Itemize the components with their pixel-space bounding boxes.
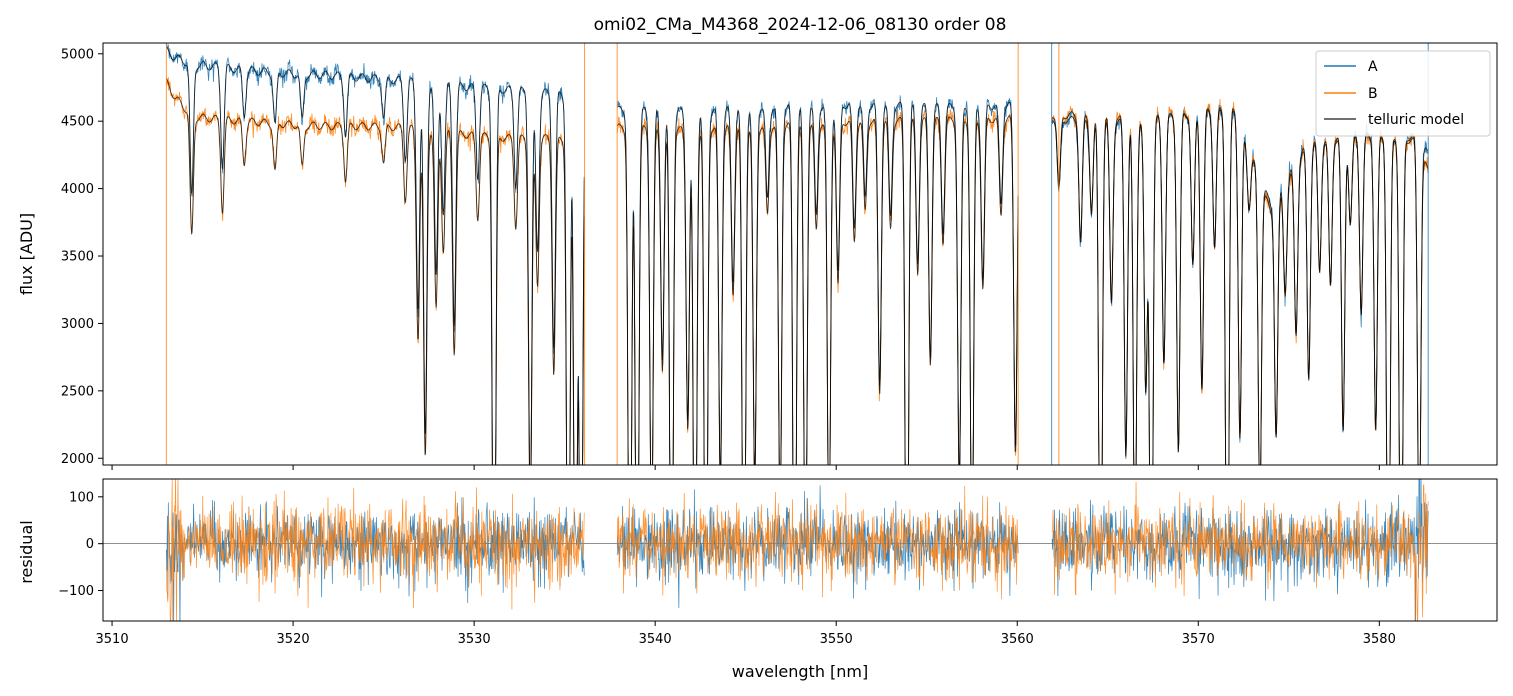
x-axis-label: wavelength [nm] (732, 662, 869, 681)
chart-title: omi02_CMa_M4368_2024-12-06_08130 order 0… (594, 15, 1007, 35)
residual-panel: −100 0 100 3510 3520 3530 3540 3550 3560 3570 358… (17, 478, 1498, 681)
main-y-tick-label: 4500 (61, 115, 94, 130)
residual-x-tick-label: 3550 (820, 632, 853, 647)
legend-label-telluric-model: telluric model (1368, 112, 1464, 128)
residual-x-tick-label: 3530 (458, 632, 491, 647)
residual-y-axis: −100 0 100 (58, 490, 103, 599)
main-x-axis-ticks (111, 465, 1380, 470)
residual-x-tick-label: 3540 (639, 632, 672, 647)
legend: A B telluric model (1315, 50, 1491, 137)
main-y-tick-label: 3000 (61, 317, 94, 332)
residual-x-tick-label: 3510 (96, 632, 129, 647)
residual-x-tick-label: 3560 (1001, 632, 1034, 647)
main-plot-frame (102, 42, 1498, 466)
legend-box (1315, 50, 1491, 137)
residual-plot-frame (102, 478, 1498, 622)
residual-x-tick-label: 3520 (277, 632, 310, 647)
main-y-tick-label: 2500 (61, 384, 94, 399)
main-plot-series (165, 43, 1429, 465)
main-y-axis: 2000 2500 3000 3500 4000 4500 5000 (61, 47, 103, 467)
main-y-tick-label: 4000 (61, 182, 94, 197)
main-y-tick-label: 2000 (61, 452, 94, 467)
residual-y-axis-label: residual (17, 520, 36, 583)
residual-y-tick-label: 0 (86, 537, 94, 552)
residual-x-tick-label: 3570 (1182, 632, 1215, 647)
main-y-tick-label: 3500 (61, 250, 94, 265)
residual-x-axis: 3510 3520 3530 3540 3550 3560 3570 3580 (96, 621, 1396, 647)
residual-b-line (166, 479, 1429, 621)
legend-label-b: B (1368, 86, 1378, 102)
telluric-model-b-line (165, 77, 1429, 465)
residual-y-tick-label: 100 (69, 490, 94, 505)
main-plot-background (103, 43, 1497, 465)
residual-x-tick-label: 3580 (1363, 632, 1396, 647)
legend-label-a: A (1368, 59, 1378, 75)
main-y-tick-label: 5000 (61, 47, 94, 62)
residual-y-tick-label: −100 (58, 584, 94, 599)
residual-plot-series (103, 479, 1497, 621)
main-y-axis-label: flux [ADU] (17, 213, 36, 295)
